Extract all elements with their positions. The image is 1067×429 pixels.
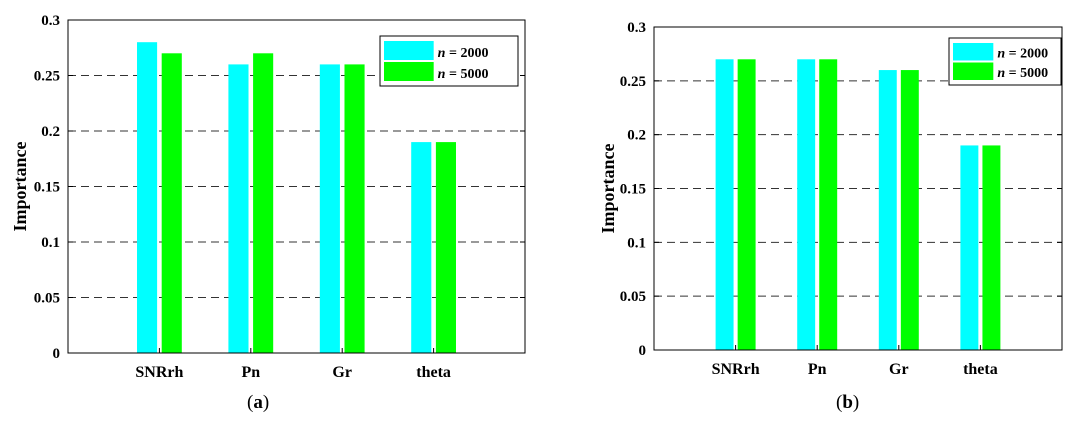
x-tick-label: theta [963, 361, 998, 378]
y-tick-label: 0.05 [620, 289, 646, 305]
bar-theta-series-1 [960, 145, 979, 350]
x-tick-label: SNRrh [135, 364, 183, 380]
axes-box [653, 26, 1063, 351]
legend-swatch-series-2 [953, 62, 994, 80]
bar-SNRrh-series-2 [737, 59, 756, 351]
legend-var: n [997, 47, 1005, 62]
y-tick-label: 0.15 [34, 180, 60, 196]
y-tick-label: 0.3 [41, 13, 60, 29]
y-tick-label: 0 [53, 346, 61, 362]
bar-theta-series-2 [435, 142, 456, 353]
legend-swatch-series-2 [384, 62, 434, 81]
legend-var: n [438, 67, 446, 82]
y-tick-label: 0.15 [620, 182, 646, 198]
y-axis-label: Importance [10, 141, 30, 231]
bar-SNRrh-series-2 [161, 53, 182, 354]
y-tick-label: 0.1 [627, 235, 646, 251]
x-tick-label: Pn [808, 361, 827, 378]
bar-Gr-series-2 [900, 70, 919, 351]
x-tick-label: SNRrh [712, 361, 760, 378]
y-tick-label: 0.2 [41, 124, 60, 140]
x-tick-label: Pn [241, 364, 260, 380]
chart-panel-b: 0 0.05 0.1 0.15 0.2 0.25 0.3 SNRrh Pn Gr theta Impo… [534, 0, 1067, 429]
legend-swatch-series-1 [384, 41, 434, 60]
y-tick-label: 0.1 [41, 235, 60, 251]
y-tick-label: 0.05 [34, 291, 60, 307]
legend-label-series-2: n = 5000 [438, 67, 489, 82]
bar-theta-series-1 [411, 142, 432, 353]
y-tick-label: 0.25 [34, 69, 60, 85]
axes-box [67, 19, 526, 354]
y-tick-label: 0.25 [620, 74, 646, 90]
bar-chart-a: 0 0.05 0.1 0.15 0.2 0.25 0.3 SNRrh Pn Gr theta Impo… [10, 13, 526, 380]
bar-theta-series-2 [982, 145, 1001, 350]
legend-value: = 2000 [1005, 47, 1048, 62]
x-tick-label: Gr [332, 364, 352, 380]
x-tick-label: theta [416, 364, 451, 380]
caption-b: (b) [836, 392, 860, 413]
y-tick-label: 0.2 [627, 128, 646, 144]
bar-Gr-series-1 [878, 70, 897, 351]
bar-Gr-series-2 [344, 64, 365, 354]
bar-SNRrh-series-1 [715, 59, 734, 351]
legend-swatch-series-1 [953, 43, 994, 61]
caption-a: (a) [247, 392, 270, 413]
y-axis-label: Importance [598, 143, 618, 233]
chart-panel-a: 0 0.05 0.1 0.15 0.2 0.25 0.3 SNRrh Pn Gr theta Impo… [10, 13, 526, 413]
legend-value: = 2000 [445, 46, 488, 61]
legend-value: = 5000 [445, 67, 488, 82]
legend-label-series-1: n = 2000 [997, 47, 1048, 62]
legend-var: n [997, 66, 1005, 81]
legend-value: = 5000 [1005, 66, 1048, 81]
bar-Pn-series-2 [253, 53, 274, 354]
bar-Pn-series-2 [819, 59, 838, 351]
bar-Gr-series-1 [319, 64, 340, 354]
legend-label-series-2: n = 5000 [997, 66, 1048, 81]
legend-label-series-1: n = 2000 [438, 46, 489, 61]
bar-chart-b: 0 0.05 0.1 0.15 0.2 0.25 0.3 SNRrh Pn Gr theta Impo… [598, 20, 1063, 378]
bar-Pn-series-1 [228, 64, 249, 354]
y-tick-label: 0 [639, 343, 647, 359]
bar-SNRrh-series-1 [137, 42, 158, 353]
y-tick-label: 0.3 [627, 20, 646, 36]
x-tick-label: Gr [889, 361, 909, 378]
legend-var: n [438, 46, 446, 61]
bar-Pn-series-1 [797, 59, 816, 351]
